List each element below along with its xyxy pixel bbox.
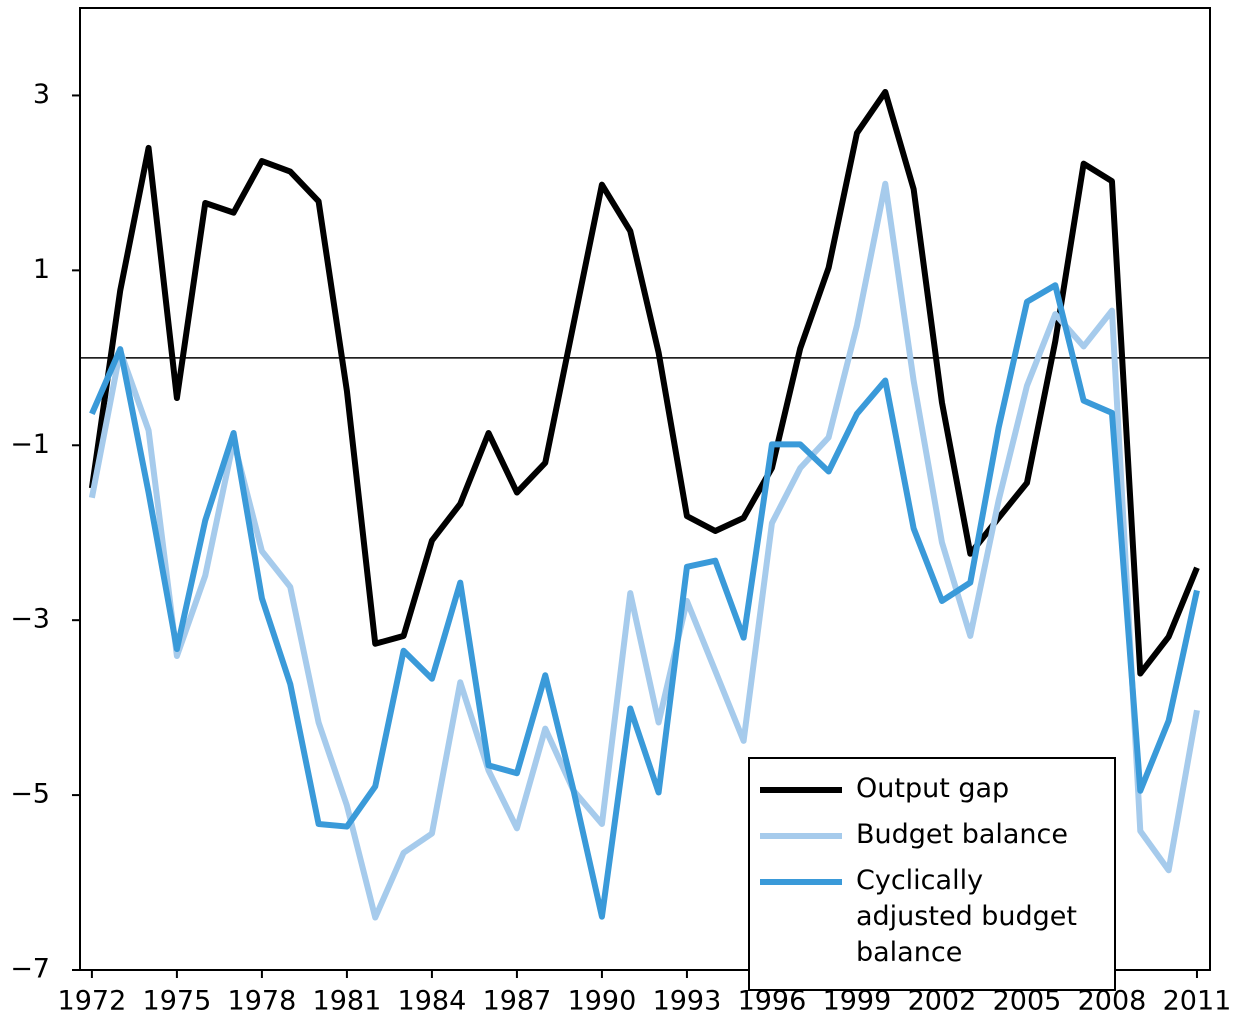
- y-tick-label: 1: [33, 254, 50, 285]
- legend-swatch: [760, 787, 842, 793]
- y-tick-label: −5: [10, 779, 50, 810]
- x-tick-label: 1975: [143, 986, 212, 1017]
- legend-label: Cyclically adjusted budget balance: [856, 865, 1078, 968]
- y-tick-label: −7: [10, 954, 50, 985]
- plot-frame: [79, 7, 1211, 971]
- legend-entry: Cyclically adjusted budget balance: [760, 863, 1104, 971]
- y-tick-label: 3: [33, 79, 50, 110]
- legend-label: Output gap: [856, 773, 1010, 804]
- x-tick-label: 1990: [568, 986, 637, 1017]
- legend-label: Budget balance: [856, 819, 1068, 850]
- x-tick-label: 1993: [653, 986, 722, 1017]
- x-tick-label: 1984: [398, 986, 467, 1017]
- x-tick-label: 1978: [228, 986, 297, 1017]
- legend-swatch: [760, 833, 842, 839]
- legend: Output gap Budget balance Cyclically adjus…: [748, 757, 1116, 991]
- legend-entry: Budget balance: [760, 817, 1104, 853]
- x-tick-label: 2011: [1163, 986, 1232, 1017]
- x-tick-label: 1972: [58, 986, 127, 1017]
- x-tick-label: 1987: [483, 986, 552, 1017]
- series-line: [88, 180, 1200, 921]
- y-tick-label: −1: [10, 429, 50, 460]
- legend-entry: Output gap: [760, 771, 1104, 807]
- x-tick-label: 1981: [313, 986, 382, 1017]
- y-tick-label: −3: [10, 604, 50, 635]
- legend-swatch: [760, 879, 842, 885]
- series-line: [88, 88, 1200, 677]
- series-line: [89, 282, 1200, 920]
